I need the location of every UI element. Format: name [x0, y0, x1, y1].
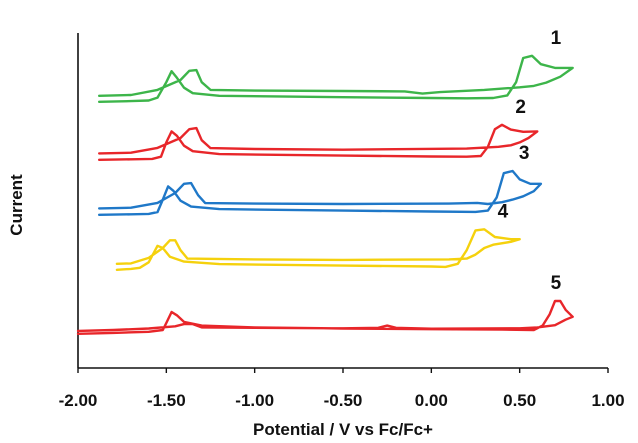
- traces: [76, 54, 574, 335]
- x-tick-label: -2.00: [59, 391, 98, 410]
- trace-label-2: 2: [515, 97, 526, 118]
- trace-label-1: 1: [551, 28, 562, 49]
- trace-2: [98, 123, 539, 161]
- x-tick-label: -1.50: [147, 391, 186, 410]
- x-tick-label: -1.00: [235, 391, 274, 410]
- trace-label-4: 4: [498, 201, 509, 222]
- x-axis-ticks: -2.00 -1.50 -1.00 -0.50 0.00 0.50 1.00: [59, 368, 625, 410]
- x-tick-label: 0.00: [415, 391, 448, 410]
- trace-3: [98, 169, 543, 216]
- trace-1: [98, 54, 574, 103]
- trace-label-3: 3: [519, 143, 530, 164]
- x-tick-label: 0.50: [503, 391, 536, 410]
- x-tick-label: -0.50: [324, 391, 363, 410]
- trace-label-5: 5: [551, 273, 562, 294]
- trace-5: [76, 299, 574, 335]
- y-axis-title: Current: [7, 174, 26, 236]
- x-axis-title: Potential / V vs Fc/Fc+: [253, 420, 433, 439]
- trace-labels: 1 2 3 4 5: [498, 28, 562, 294]
- trace-4: [115, 228, 521, 271]
- x-tick-label: 1.00: [591, 391, 624, 410]
